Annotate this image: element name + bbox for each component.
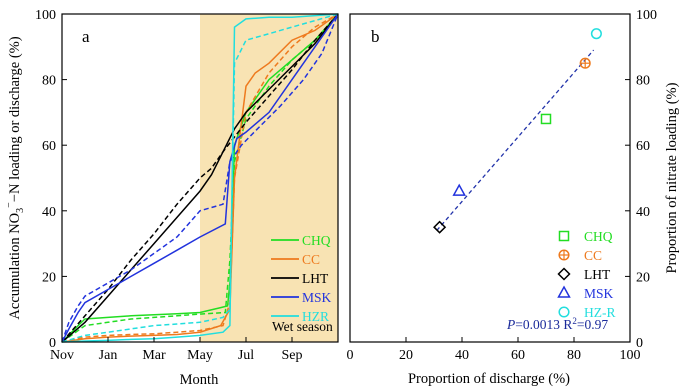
panel-a-y-axis-label: Accumulation NO3−−N loading or discharge…	[4, 36, 26, 319]
series-hzr-dashed	[61, 13, 339, 343]
x-tick-label: Nov	[50, 348, 74, 363]
legend-label-hzr: HZ-R	[584, 305, 616, 320]
y-tick-label: 60	[42, 139, 56, 154]
x-tick-label: 60	[511, 348, 525, 363]
x-tick-label: 20	[399, 348, 413, 363]
point-hzr	[590, 28, 602, 40]
series-cc-dashed	[61, 13, 339, 343]
legend-label-msk: MSK	[302, 290, 332, 305]
panel-b-x-ticks: 0 20 40 60 80 100	[347, 337, 641, 363]
panel-a-label: a	[82, 27, 90, 46]
panel-b-legend: CHQ CC LHT MSK HZ-R	[557, 229, 616, 320]
x-tick-label: 100	[620, 348, 641, 363]
x-tick-label: Jul	[238, 348, 254, 363]
panel-a-legend: CHQ CC LHT MSK HZR	[271, 233, 332, 324]
panel-b-y-axis-label: Proportion of nitrate loading (%)	[664, 82, 680, 273]
y-tick-label: 40	[636, 205, 650, 220]
y-tick-label: 80	[636, 74, 650, 89]
series-msk-solid	[61, 13, 339, 343]
panel-b-x-axis-label: Proportion of discharge (%)	[408, 371, 570, 387]
legend-label-lht: LHT	[302, 271, 329, 286]
y-tick-label: 80	[42, 74, 56, 89]
y-tick-label: 20	[42, 270, 56, 285]
legend-marker-chq	[558, 230, 570, 242]
x-tick-label: Sep	[282, 348, 303, 363]
legend-label-lht: LHT	[584, 267, 611, 282]
series-msk-dashed	[61, 13, 339, 343]
legend-marker-hzr	[558, 306, 570, 318]
legend-label-chq: CHQ	[302, 233, 331, 248]
wet-season-band	[200, 14, 338, 342]
series-lht-solid	[61, 13, 339, 343]
panel-a-series	[61, 13, 339, 343]
legend-label-chq: CHQ	[584, 229, 613, 244]
panel-b-frame	[349, 13, 631, 343]
y-tick-label: 60	[636, 139, 650, 154]
y-tick-label: 0	[49, 336, 56, 351]
panel-b-points	[433, 28, 602, 234]
point-msk	[452, 183, 466, 196]
point-cc	[579, 57, 591, 69]
stats-annotation: P=0.0013 R2=0.97	[506, 316, 608, 332]
series-cc-solid	[61, 13, 339, 343]
series-lht-dashed	[61, 13, 339, 343]
wet-season-label: Wet season	[272, 319, 333, 334]
x-tick-label: 80	[567, 348, 581, 363]
y-tick-label: 20	[636, 270, 650, 285]
legend-label-msk: MSK	[584, 286, 614, 301]
point-lht	[433, 220, 447, 234]
panel-b-y-ticks: 0 20 40 60 80 100	[625, 8, 657, 351]
legend-label-cc: CC	[584, 248, 602, 263]
legend-label-cc: CC	[302, 252, 320, 267]
y-tick-label: 0	[636, 336, 643, 351]
fit-line	[436, 49, 595, 231]
series-chq-dashed	[61, 13, 339, 343]
x-tick-label: 40	[455, 348, 469, 363]
x-tick-label: Mar	[142, 348, 166, 363]
y-tick-label: 100	[636, 8, 657, 23]
panel-b: 0 20 40 60 80 100 0 20 40 60 80 100 b Proportion o…	[347, 8, 681, 387]
point-chq	[540, 113, 552, 125]
y-tick-label: 100	[35, 8, 56, 23]
x-tick-label: 0	[347, 348, 354, 363]
legend-label-hzr: HZR	[302, 309, 329, 324]
series-chq-solid	[61, 13, 339, 343]
y-tick-label: 40	[42, 205, 56, 220]
legend-marker-msk	[557, 285, 571, 298]
panel-a-x-axis-label: Month	[180, 372, 219, 388]
x-tick-label: May	[187, 348, 213, 363]
x-tick-label: Jan	[99, 348, 118, 363]
legend-marker-cc	[558, 249, 570, 261]
panel-a-y-ticks: 0 20 40 60 80 100	[35, 8, 67, 351]
legend-marker-lht	[557, 267, 571, 281]
panel-b-label: b	[371, 27, 380, 46]
series-hzr-solid	[61, 13, 339, 343]
panel-a-x-ticks: Nov Jan Mar May Jul Sep	[50, 337, 303, 363]
